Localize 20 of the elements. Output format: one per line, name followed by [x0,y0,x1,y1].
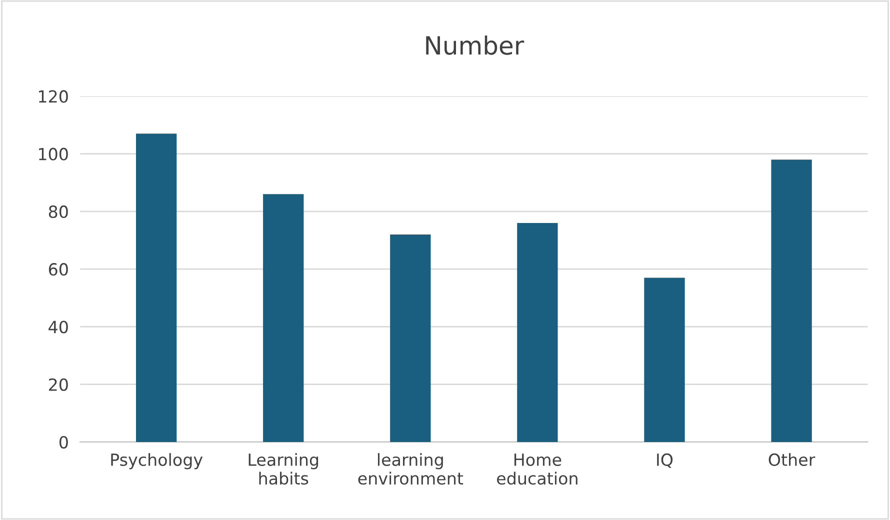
x-tick-label: Other [768,453,816,466]
bar [644,278,685,442]
y-tick-label: 60 [48,263,68,276]
chart-title: Number [426,36,524,55]
bar [390,234,431,442]
y-tick-label: 40 [48,320,68,334]
bar [263,194,304,442]
y-tick-label: 0 [59,436,68,449]
x-tick-label: learning environment [358,453,464,485]
bar [517,222,558,442]
bar [771,160,812,442]
y-tick-label: 80 [48,205,68,218]
x-tick-label: Home education [497,454,578,485]
y-tick-label: 20 [49,378,68,391]
x-tick-label: IQ [657,453,673,468]
y-tick-label: 120 [39,90,68,103]
x-tick-label: Learning habits [248,453,318,485]
x-tick-label: Psychology [111,453,203,470]
y-tick-label: 100 [39,148,68,160]
bar [136,134,177,442]
